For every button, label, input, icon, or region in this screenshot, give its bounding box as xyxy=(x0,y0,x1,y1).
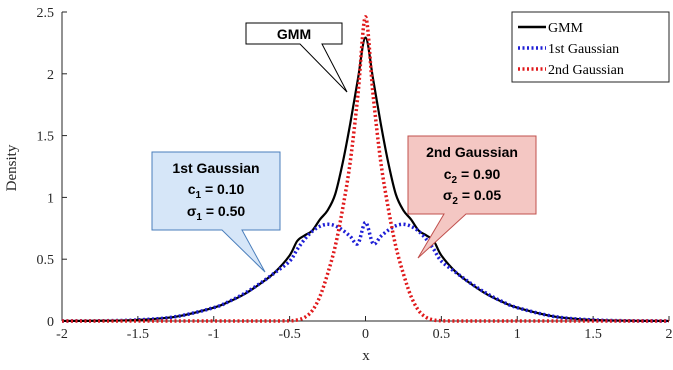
y-tick-label: 1 xyxy=(47,191,54,206)
annotation-first-gaussian: 1st Gaussian c1 = 0.10 σ1 = 0.50 xyxy=(151,151,281,273)
legend-label-second-gaussian: 2nd Gaussian xyxy=(548,63,624,78)
series-layer xyxy=(61,15,670,323)
legend-label-first-gaussian: 1st Gaussian xyxy=(548,42,619,57)
annotation-second-gaussian-title: 2nd Gaussian xyxy=(426,144,518,160)
annotation-first-gaussian-title: 1st Gaussian xyxy=(172,160,259,176)
x-axis-label: x xyxy=(362,348,370,364)
y-tick-label: 2 xyxy=(47,68,54,83)
x-tick-label: -1 xyxy=(208,327,220,342)
annotation-second-gaussian-weight: c2 = 0.90 xyxy=(444,166,501,186)
series-line-2nd-gaussian xyxy=(62,15,669,323)
annotation-first-gaussian-weight: c1 = 0.10 xyxy=(188,181,245,201)
y-axis-label: Density xyxy=(4,144,20,191)
y-tick-label: 0 xyxy=(47,315,54,330)
x-tick-label: 1 xyxy=(514,327,521,342)
legend: GMM 1st Gaussian 2nd Gaussian xyxy=(511,11,670,83)
y-tick-label: 2.5 xyxy=(37,6,55,21)
y-ticks: 0 0.5 1 1.5 2 2.5 xyxy=(37,6,67,330)
y-tick-label: 1.5 xyxy=(37,130,55,145)
y-tick-label: 0.5 xyxy=(37,253,55,268)
x-tick-label: -1.5 xyxy=(127,327,149,342)
x-tick-label: 0 xyxy=(362,327,369,342)
annotation-second-gaussian: 2nd Gaussian c2 = 0.90 σ2 = 0.05 xyxy=(407,135,537,259)
legend-label-gmm: GMM xyxy=(548,21,584,36)
x-tick-label: 2 xyxy=(666,327,673,342)
x-tick-label: 0.5 xyxy=(433,327,451,342)
annotation-second-gaussian-sigma: σ2 = 0.05 xyxy=(443,187,502,207)
x-tick-label: 1.5 xyxy=(584,327,602,342)
x-tick-label: -0.5 xyxy=(279,327,301,342)
x-tick-label: -2 xyxy=(56,327,68,342)
annotation-first-gaussian-sigma: σ1 = 0.50 xyxy=(187,203,246,223)
annotation-first-gaussian-box xyxy=(151,151,281,273)
legend-box xyxy=(511,11,670,83)
series-line-1st-gaussian xyxy=(61,220,670,323)
annotation-second-gaussian-box xyxy=(407,135,537,259)
annotation-gmm-box xyxy=(245,22,348,93)
annotation-gmm: GMM xyxy=(245,22,348,93)
x-ticks: -2 -1.5 -1 -0.5 0 0.5 1 1.5 2 xyxy=(56,316,673,342)
annotation-gmm-label: GMM xyxy=(277,26,311,42)
